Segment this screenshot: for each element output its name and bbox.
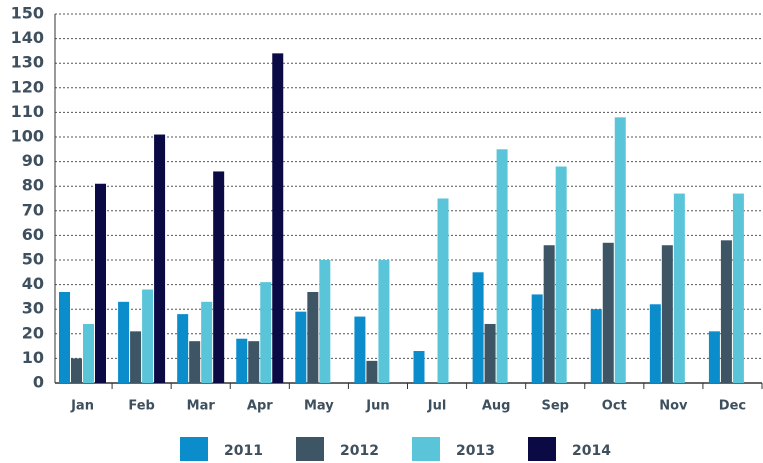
bar — [590, 309, 602, 383]
bar — [236, 338, 248, 383]
bar — [59, 291, 70, 383]
y-tick-label: 110 — [11, 102, 44, 121]
bar — [95, 183, 106, 383]
bar — [130, 331, 142, 383]
bar — [260, 282, 272, 383]
bar — [177, 314, 189, 383]
x-tick-label: Jun — [365, 399, 389, 414]
bar — [142, 289, 154, 383]
y-tick-label: 150 — [11, 4, 44, 23]
x-tick-label: Apr — [247, 399, 273, 414]
bar — [189, 341, 201, 383]
bar — [413, 351, 425, 383]
bar — [154, 134, 166, 383]
y-tick-label: 100 — [11, 127, 44, 146]
bar — [83, 323, 94, 383]
bar — [319, 260, 331, 383]
legend-label: 2012 — [340, 443, 379, 459]
bar — [708, 331, 720, 383]
y-tick-label: 130 — [11, 53, 44, 72]
y-tick-label: 10 — [22, 348, 44, 367]
bar — [543, 245, 555, 383]
x-tick-label: Feb — [128, 399, 154, 414]
x-tick-label: Aug — [482, 399, 511, 414]
y-tick-label: 70 — [22, 200, 44, 219]
bar — [272, 53, 284, 384]
bar — [649, 304, 661, 383]
bar — [531, 294, 543, 383]
bar — [472, 272, 484, 383]
bar — [732, 193, 744, 383]
y-tick-label: 30 — [22, 299, 44, 318]
legend-swatch — [412, 437, 440, 461]
y-tick-label: 120 — [11, 77, 44, 96]
y-tick-label: 140 — [11, 28, 44, 47]
bar — [295, 311, 307, 383]
bar — [71, 358, 82, 383]
bar — [673, 193, 685, 383]
legend-label: 2014 — [572, 443, 611, 459]
y-tick-label: 0 — [33, 373, 44, 392]
x-tick-label: Oct — [602, 399, 627, 414]
bar — [366, 360, 378, 383]
bar — [602, 242, 614, 383]
y-tick-label: 80 — [22, 176, 44, 195]
bar — [354, 316, 366, 383]
x-tick-label: Nov — [659, 399, 688, 414]
bar — [307, 291, 319, 383]
x-tick-label: Jul — [427, 399, 447, 414]
legend-swatch — [296, 437, 324, 461]
legend-swatch — [180, 437, 208, 461]
bar — [213, 171, 225, 383]
bar — [720, 240, 732, 383]
x-tick-label: Mar — [187, 399, 216, 414]
x-tick-label: Dec — [719, 399, 746, 414]
bar — [661, 245, 673, 383]
legend-label: 2013 — [456, 443, 495, 459]
legend-label: 2011 — [224, 443, 263, 459]
y-tick-label: 90 — [22, 151, 44, 170]
bar — [118, 301, 130, 383]
x-tick-label: Sep — [541, 399, 569, 414]
bar — [555, 166, 567, 383]
x-tick-label: Jan — [70, 399, 94, 414]
x-tick-label: May — [304, 399, 334, 414]
bar — [201, 301, 213, 383]
bar — [437, 198, 449, 383]
bar — [496, 149, 508, 383]
y-tick-label: 50 — [22, 250, 44, 269]
bar — [248, 341, 260, 383]
bar — [484, 323, 496, 383]
bar — [378, 260, 390, 383]
y-tick-label: 60 — [22, 225, 44, 244]
y-tick-label: 40 — [22, 274, 44, 293]
bar — [614, 117, 626, 383]
legend-swatch — [528, 437, 556, 461]
y-tick-label: 20 — [22, 323, 44, 342]
